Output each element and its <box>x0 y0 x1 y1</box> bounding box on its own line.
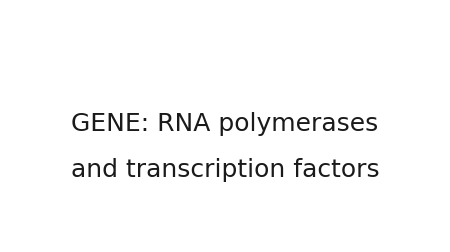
Text: GENE: RNA polymerases: GENE: RNA polymerases <box>72 112 378 135</box>
Text: and transcription factors: and transcription factors <box>71 157 379 181</box>
